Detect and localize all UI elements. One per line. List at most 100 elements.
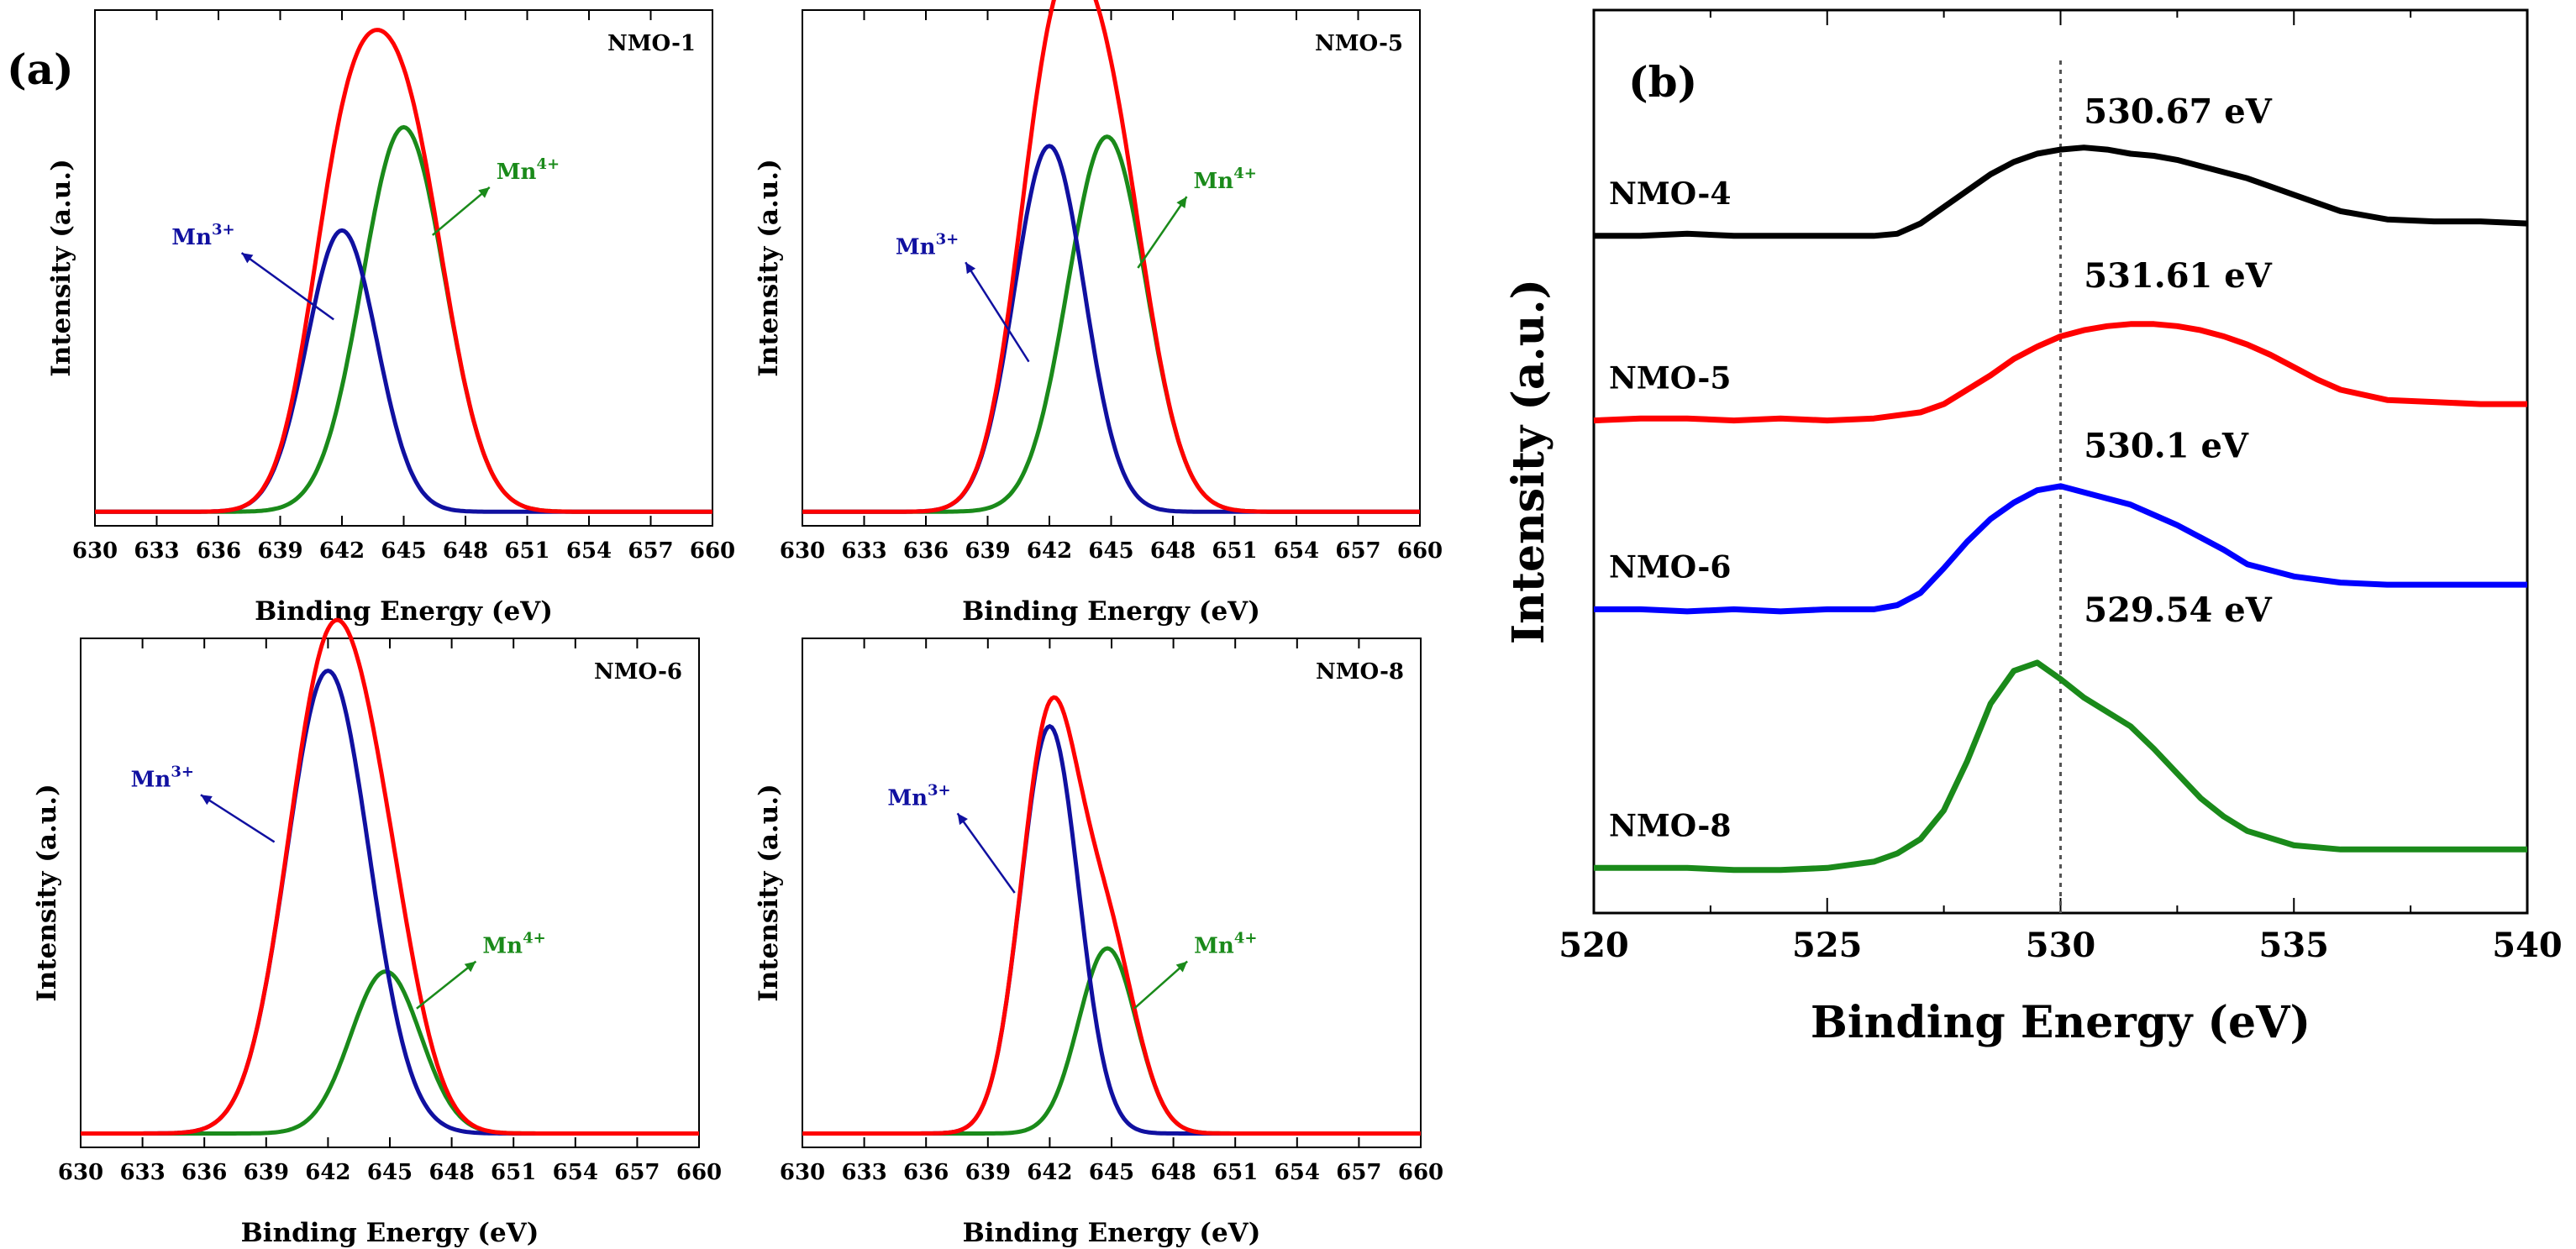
annotation-line [416,960,477,1010]
annotation-label-sup: 4+ [523,930,546,947]
series-line [802,946,1421,1136]
annotation-label-sup: 3+ [171,763,194,780]
x-tick-label: 630 [72,538,118,564]
series-line [1594,659,2527,874]
annotation-label-sup: 4+ [1233,165,1257,182]
series-line [802,144,1420,514]
x-axis-label: Binding Energy (eV) [1811,997,2311,1048]
series-line [802,134,1420,514]
x-tick-label: 654 [1274,538,1319,564]
series-line [1594,144,2528,239]
x-tick-label: 645 [367,1160,413,1185]
arrow-head [1176,197,1187,208]
annotation-line [240,252,334,321]
x-tick-label: 642 [305,1160,350,1185]
y-axis-label: Intensity (a.u.) [754,784,784,1002]
series-label: NMO-8 [1609,808,1731,843]
annotation-label-sup: 3+ [928,781,951,799]
x-tick-label: 636 [196,538,241,564]
arrow-head [200,795,213,806]
annotation-arrow [431,186,491,236]
annotation-label: Mn4+ [482,930,545,959]
y-axis-label: Intensity (a.u.) [1503,279,1554,644]
x-tick-label: 520 [1559,926,1629,965]
series-label: NMO-5 [1609,361,1731,396]
annotation-label-main: Mn [497,160,537,185]
plot-frame [802,9,1421,527]
annotation-label-main: Mn [131,767,171,792]
peak-value-label: 530.1 eV [2084,427,2249,466]
panel-label-a: (a) [7,45,74,94]
x-tick-label: 654 [553,1160,598,1185]
x-axis-label: Binding Energy (eV) [241,1218,539,1248]
annotation-label-sup: 3+ [936,230,959,248]
plots: 630 633 636 639 642 645 648 651 654 657 660 Binding… [32,0,2563,1248]
x-tick-label: 630 [58,1160,103,1185]
series-label: NMO-6 [1609,549,1731,585]
annotation-line [956,812,1016,894]
x-tick-label: 630 [780,1160,825,1185]
annotation-label: Mn3+ [896,230,959,260]
panel-title: NMO-1 [607,31,696,56]
annotation-line [965,261,1030,363]
panel-title: NMO-6 [594,659,682,685]
annotation-label-sup: 4+ [536,155,560,173]
x-tick-label: 530 [2026,926,2096,965]
x-tick-label: 654 [566,538,612,564]
annotation-arrow [416,960,477,1010]
annotation-label: Mn4+ [1194,165,1257,194]
series-label: NMO-4 [1609,176,1731,212]
x-tick-label: 645 [1089,1160,1134,1185]
panel-label-b: (b) [1628,57,1697,107]
x-tick-label: 660 [1398,1160,1443,1185]
annotation-label-main: Mn [887,785,928,811]
annotation-arrow [1137,196,1188,269]
y-axis-label: Intensity (a.u.) [46,159,76,377]
x-tick-label: 639 [244,1160,289,1185]
x-tick-label: 639 [965,538,1010,564]
plot-frame [802,638,1422,1148]
annotation-line [1133,960,1188,1010]
annotation-label: Mn3+ [131,763,194,792]
x-tick-label: 636 [181,1160,227,1185]
x-tick-label: 639 [257,538,302,564]
chart-nmo5: 630 633 636 639 642 645 648 651 654 657 660 Binding… [754,0,1443,627]
x-tick-label: 645 [381,538,426,564]
x-tick-label: 642 [319,538,365,564]
x-tick-label: 648 [1150,538,1196,564]
x-tick-label: 636 [903,1160,949,1185]
x-tick-label: 651 [504,538,549,564]
annotation-arrow [965,261,1030,363]
annotation-label: Mn3+ [887,781,950,811]
x-tick-label: 651 [491,1160,536,1185]
series-line [95,28,712,514]
annotation-arrow [240,252,334,321]
annotation-label: Mn4+ [497,155,560,185]
annotation-label-main: Mn [171,225,212,250]
x-tick-label: 648 [1150,1160,1196,1185]
chart-nmo6: 630 633 636 639 642 645 648 651 654 657 660 Binding… [32,617,722,1248]
series-line [81,669,699,1136]
annotation-arrow [956,812,1016,894]
panel-title: NMO-8 [1316,659,1404,685]
annotation-label-main: Mn [896,234,936,260]
x-tick-label: 654 [1275,1160,1320,1185]
x-tick-label: 651 [1212,1160,1258,1185]
arrow-head [464,961,476,973]
annotation-line [431,186,491,236]
x-tick-label: 642 [1027,538,1072,564]
annotation-label: Mn4+ [1194,930,1257,959]
x-axis-label: Binding Energy (eV) [963,1218,1261,1248]
x-tick-label: 648 [428,1160,474,1185]
x-tick-label: 657 [628,538,673,564]
chart-o1s: 520 525 530 535 540 Binding Energy (eV) Intens… [1503,8,2563,1048]
series-line [1593,321,2527,424]
annotation-label-main: Mn [482,934,523,959]
x-tick-label: 645 [1088,538,1133,564]
x-tick-label: 639 [965,1160,1011,1185]
arrow-head [241,253,254,264]
annotation-line [1137,196,1188,269]
x-tick-label: 630 [780,538,825,564]
peak-value-label: 529.54 eV [2084,590,2272,630]
